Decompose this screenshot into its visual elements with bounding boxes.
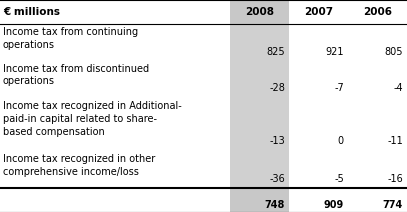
Text: Income tax from continuing
operations: Income tax from continuing operations: [3, 27, 138, 50]
Bar: [289, 61, 407, 97]
Text: 825: 825: [266, 47, 285, 57]
Text: -4: -4: [394, 83, 403, 93]
Text: Income tax recognized in other
comprehensive income/loss: Income tax recognized in other comprehen…: [3, 154, 155, 177]
Bar: [289, 24, 407, 61]
Text: 909: 909: [324, 199, 344, 209]
Text: 2008: 2008: [245, 7, 274, 17]
Text: 0: 0: [338, 136, 344, 146]
Bar: [289, 188, 407, 212]
Bar: [230, 24, 289, 61]
Text: -5: -5: [334, 174, 344, 184]
Bar: [0, 61, 230, 97]
Text: -28: -28: [269, 83, 285, 93]
Bar: [0, 0, 230, 24]
Text: -11: -11: [387, 136, 403, 146]
Bar: [289, 97, 407, 151]
Text: -36: -36: [269, 174, 285, 184]
Text: 921: 921: [326, 47, 344, 57]
Bar: [0, 24, 230, 61]
Bar: [230, 151, 289, 188]
Text: 2007: 2007: [304, 7, 333, 17]
Bar: [230, 188, 289, 212]
Bar: [0, 97, 230, 151]
Text: Income tax from discontinued
operations: Income tax from discontinued operations: [3, 64, 149, 86]
Text: 805: 805: [385, 47, 403, 57]
Bar: [289, 151, 407, 188]
Text: € millions: € millions: [3, 7, 60, 17]
Bar: [230, 0, 289, 24]
Bar: [230, 61, 289, 97]
Text: -13: -13: [269, 136, 285, 146]
Text: 748: 748: [265, 199, 285, 209]
Bar: [289, 0, 407, 24]
Bar: [0, 151, 230, 188]
Bar: [230, 97, 289, 151]
Bar: [0, 188, 230, 212]
Text: Income tax recognized in Additional-
paid-in capital related to share-
based com: Income tax recognized in Additional- pai…: [3, 101, 182, 137]
Text: -16: -16: [387, 174, 403, 184]
Text: 2006: 2006: [363, 7, 392, 17]
Text: 774: 774: [383, 199, 403, 209]
Text: -7: -7: [334, 83, 344, 93]
